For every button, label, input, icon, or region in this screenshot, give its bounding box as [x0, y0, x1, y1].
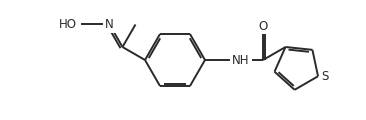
- Text: NH: NH: [232, 54, 250, 66]
- Text: N: N: [105, 18, 114, 31]
- Text: HO: HO: [59, 18, 76, 31]
- Text: O: O: [258, 19, 268, 33]
- Text: S: S: [321, 70, 329, 83]
